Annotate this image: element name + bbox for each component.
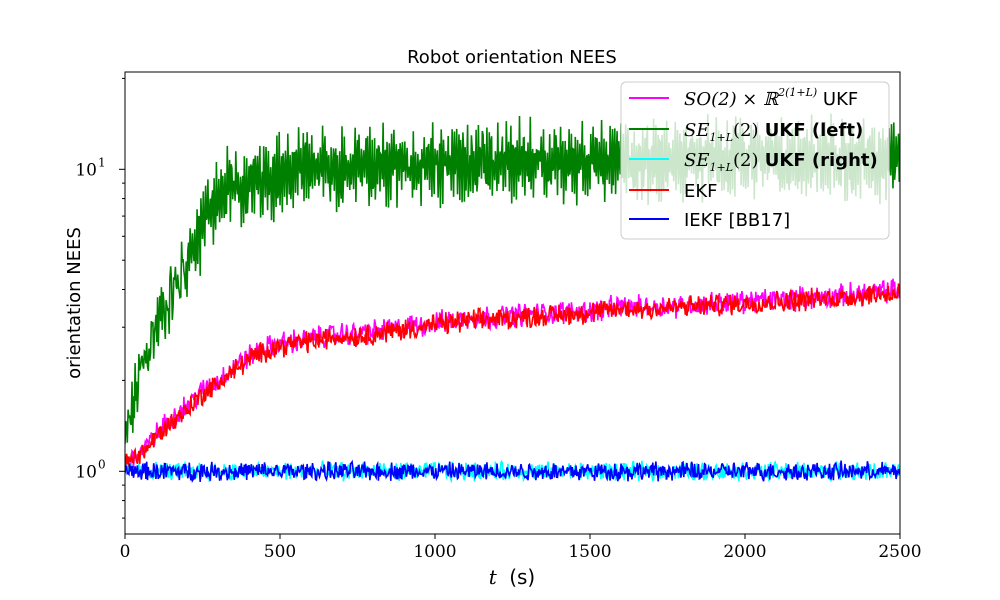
- legend-label: EKF: [684, 181, 718, 202]
- legend-label: IEKF [BB17]: [684, 210, 790, 231]
- x-tick-label: 1000: [413, 542, 456, 562]
- plot-frame: [124, 71, 901, 535]
- legend-item-ekf: EKF: [629, 181, 718, 202]
- x-tick-label: 500: [264, 542, 296, 562]
- legend-label-math: SE: [684, 150, 709, 171]
- legend-item-iekf: IEKF [BB17]: [629, 210, 790, 231]
- legend-label: SO(2) × ℝ2(1+L) UKF: [684, 86, 858, 110]
- legend-label-sub: 1+L: [709, 131, 733, 144]
- legend-label-sup: 2(1+L): [777, 86, 817, 99]
- x-tick-label: 0: [120, 542, 131, 562]
- chart-title: Robot orientation NEES: [407, 47, 617, 68]
- legend-item-se-ukf-left: SE1+L(2) UKF (left): [629, 120, 863, 144]
- legend-label-math: SE: [684, 120, 709, 141]
- y-tick-exponent: 0: [98, 457, 106, 471]
- legend: SO(2) × ℝ2(1+L) UKF SE1+L(2) UKF (left) …: [620, 81, 890, 240]
- series-line-iekf: [125, 459, 900, 484]
- series-line-ekf: [125, 283, 900, 469]
- y-tick-label: 10: [75, 160, 97, 180]
- x-axis-unit: (s): [509, 565, 535, 589]
- x-axis-variable: t: [489, 565, 498, 589]
- legend-label-math2: (2): [733, 120, 759, 141]
- legend-label-text: UKF: [817, 89, 858, 110]
- y-tick-exponent: 1: [98, 155, 106, 169]
- legend-label-text: UKF (left): [759, 120, 864, 141]
- y-tick-label: 10: [75, 462, 97, 482]
- legend-item-so2-ukf: SO(2) × ℝ2(1+L) UKF: [629, 86, 858, 110]
- legend-label-math2: (2): [733, 150, 759, 171]
- x-axis-label: t (s): [489, 565, 535, 589]
- x-tick-label: 2000: [723, 542, 766, 562]
- legend-box: [620, 81, 890, 240]
- legend-label-sub: 1+L: [709, 161, 733, 174]
- y-axis-label: orientation NEES: [64, 227, 85, 379]
- legend-item-se-ukf-right: SE1+L(2) UKF (right): [629, 150, 878, 174]
- legend-label-text: UKF (right): [759, 150, 878, 171]
- x-tick-label: 2500: [878, 542, 921, 562]
- x-axis: 0 500 1000 1500 2000 2500: [120, 534, 922, 562]
- legend-label-math: SO(2) × ℝ: [684, 89, 779, 110]
- x-tick-label: 1500: [568, 542, 611, 562]
- legend-label: SE1+L(2) UKF (left): [684, 120, 863, 144]
- legend-label: SE1+L(2) UKF (right): [684, 150, 878, 174]
